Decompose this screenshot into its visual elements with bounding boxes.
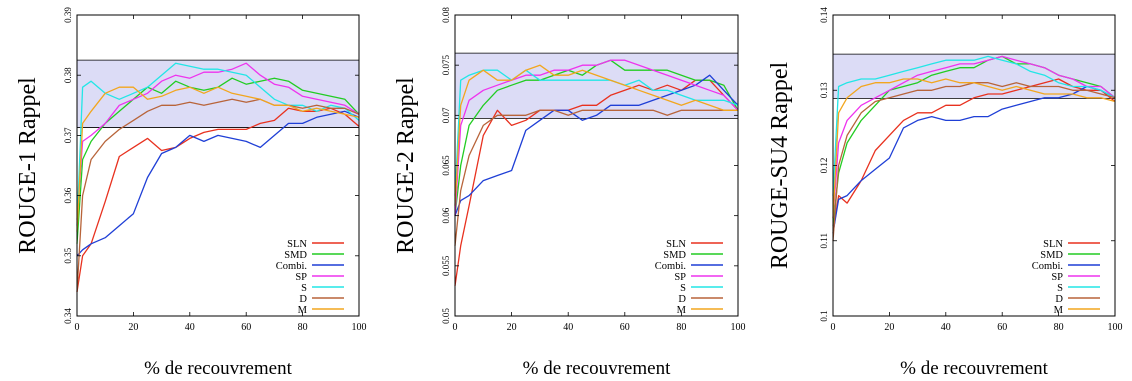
x-tick-label: 100	[1108, 322, 1123, 333]
series-line-sln	[832, 78, 1116, 234]
series-line-s	[454, 69, 739, 196]
y-axis-label: ROUGE-2 Rappel	[393, 77, 419, 254]
legend-label: S	[680, 283, 686, 294]
series-line-combi	[76, 110, 360, 257]
x-tick-label: 40	[185, 322, 195, 333]
series-line-m	[832, 78, 1116, 219]
series-line-sp	[832, 55, 1116, 219]
y-tick-label: 0.36	[63, 187, 73, 203]
x-tick-label: 40	[941, 322, 951, 333]
y-tick-label: 0.37	[63, 127, 73, 143]
legend-label: Combi.	[655, 261, 686, 272]
y-tick-label: 0.1	[819, 310, 829, 321]
series-line-smd	[76, 77, 360, 244]
legend-label: M	[677, 305, 687, 316]
y-tick-label: 0.12	[819, 158, 829, 174]
y-tick-label: 0.39	[63, 7, 73, 23]
legend-label: SLN	[1043, 239, 1063, 250]
legend-label: Combi.	[276, 261, 307, 272]
series-line-combi	[832, 85, 1116, 234]
legend-label: SLN	[287, 239, 307, 250]
x-tick-label: 20	[128, 322, 138, 333]
y-tick-label: 0.34	[63, 308, 73, 324]
legend-label: D	[299, 294, 307, 305]
legend-label: M	[298, 305, 308, 316]
y-tick-label: 0.065	[441, 155, 451, 176]
legend-label: D	[678, 294, 686, 305]
y-axis-label: ROUGE-SU4 Rappel	[767, 62, 793, 270]
series-line-combi	[454, 74, 739, 216]
y-tick-label: 0.13	[819, 82, 829, 98]
chart-panel-1: 0 20 40 60 80 100 0.34 0.35 0.36 0.37 0.38 0.39 ROUG…	[15, 7, 367, 379]
y-tick-label: 0.05	[441, 308, 451, 324]
reference-band	[455, 53, 738, 119]
x-tick-label: 80	[298, 322, 308, 333]
x-tick-label: 60	[620, 322, 630, 333]
x-tick-label: 0	[75, 322, 80, 333]
x-tick-label: 100	[731, 322, 746, 333]
y-tick-label: 0.075	[441, 55, 451, 76]
y-tick-label: 0.07	[441, 107, 451, 123]
legend-label: M	[1054, 305, 1064, 316]
x-tick-label: 80	[676, 322, 686, 333]
y-tick-label: 0.11	[819, 233, 829, 248]
series-line-sln	[454, 79, 739, 286]
legend-label: SLN	[666, 239, 686, 250]
x-tick-label: 40	[563, 322, 573, 333]
series-line-m	[454, 64, 738, 206]
legend-label: Combi.	[1032, 261, 1063, 272]
legend-label: SP	[674, 272, 686, 283]
y-axis-label: ROUGE-1 Rappel	[15, 77, 41, 254]
plot-frame	[76, 14, 360, 317]
legend-label: SMD	[284, 250, 307, 261]
x-axis-label: % de recouvrement	[523, 358, 671, 379]
legend-label: SP	[295, 272, 307, 283]
x-tick-label: 60	[241, 322, 251, 333]
x-tick-label: 80	[1054, 322, 1064, 333]
chart-panel-3: 0 20 40 60 80 100 0.1 0.11 0.12 0.13 0.14 ROUGE-SU4…	[767, 7, 1123, 379]
y-tick-label: 0.055	[441, 255, 451, 276]
series-line-sp	[76, 62, 360, 220]
reference-band	[833, 54, 1115, 99]
y-tick-label: 0.06	[441, 207, 451, 223]
x-axis-label: % de recouvrement	[900, 358, 1048, 379]
x-tick-label: 20	[884, 322, 894, 333]
series-line-sp	[454, 59, 739, 216]
chart-panel-2: 0 20 40 60 80 100 0.05 0.055 0.06 0.065 0.07 0.075 0…	[393, 7, 746, 379]
x-tick-label: 100	[352, 322, 367, 333]
x-tick-label: 0	[453, 322, 458, 333]
x-tick-label: 20	[507, 322, 517, 333]
y-tick-label: 0.35	[63, 247, 73, 263]
legend-label: S	[301, 283, 307, 294]
series-line-smd	[454, 59, 739, 216]
legend-label: SP	[1051, 272, 1063, 283]
x-tick-label: 60	[997, 322, 1007, 333]
legend-label: D	[1055, 294, 1063, 305]
series-line-d	[76, 98, 360, 292]
legend-label: S	[1057, 283, 1063, 294]
series-line-d	[832, 82, 1116, 241]
series-line-s	[832, 55, 1116, 196]
y-tick-label: 0.08	[441, 7, 451, 23]
y-tick-label: 0.38	[63, 67, 73, 83]
legend-label: SMD	[1040, 250, 1063, 261]
series-line-d	[454, 109, 738, 246]
series-line-s	[76, 62, 360, 226]
x-axis-label: % de recouvrement	[144, 358, 292, 379]
legend-label: SMD	[663, 250, 686, 261]
reference-band	[77, 60, 359, 128]
series-line-sln	[76, 107, 360, 292]
y-tick-label: 0.14	[819, 7, 829, 23]
x-tick-label: 0	[831, 322, 836, 333]
series-line-m	[76, 86, 360, 232]
